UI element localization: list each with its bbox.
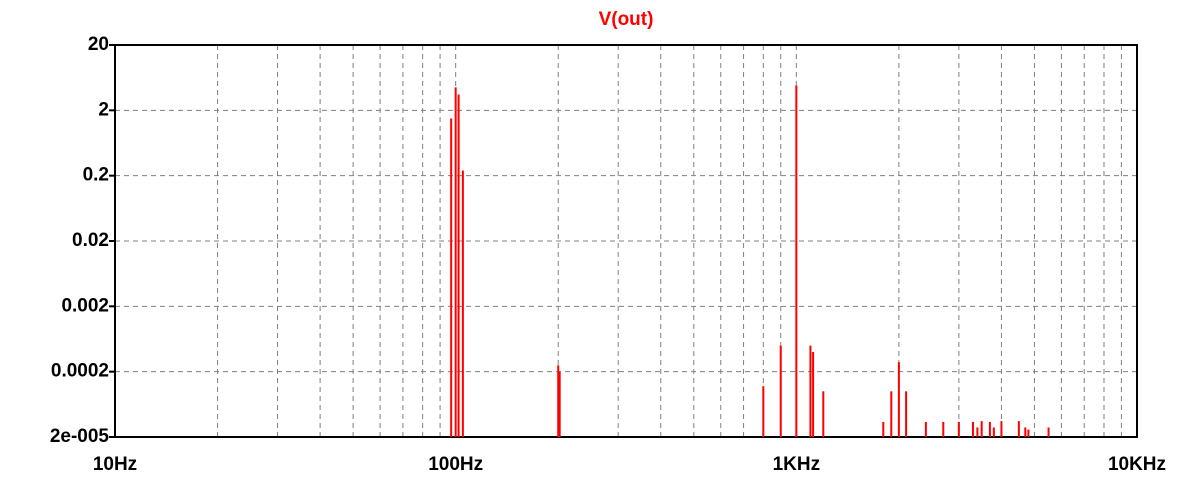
y-tick-label: 0.002	[61, 295, 109, 316]
x-tick-label: 100Hz	[428, 454, 483, 475]
y-tick-label: 2e-005	[50, 426, 110, 447]
y-tick-label: 2	[98, 99, 109, 120]
y-tick-label: 0.0002	[51, 361, 109, 382]
plot-frame	[114, 44, 1138, 438]
x-tick-label: 1KHz	[773, 454, 821, 475]
y-tick-label: 0.2	[83, 165, 109, 186]
y-tick-label: 20	[88, 34, 109, 55]
chart-title: V(out)	[599, 9, 654, 30]
y-tick-label: 0.02	[72, 230, 109, 251]
x-tick-label: 10KHz	[1108, 454, 1166, 475]
x-tick-label: 10Hz	[93, 454, 137, 475]
